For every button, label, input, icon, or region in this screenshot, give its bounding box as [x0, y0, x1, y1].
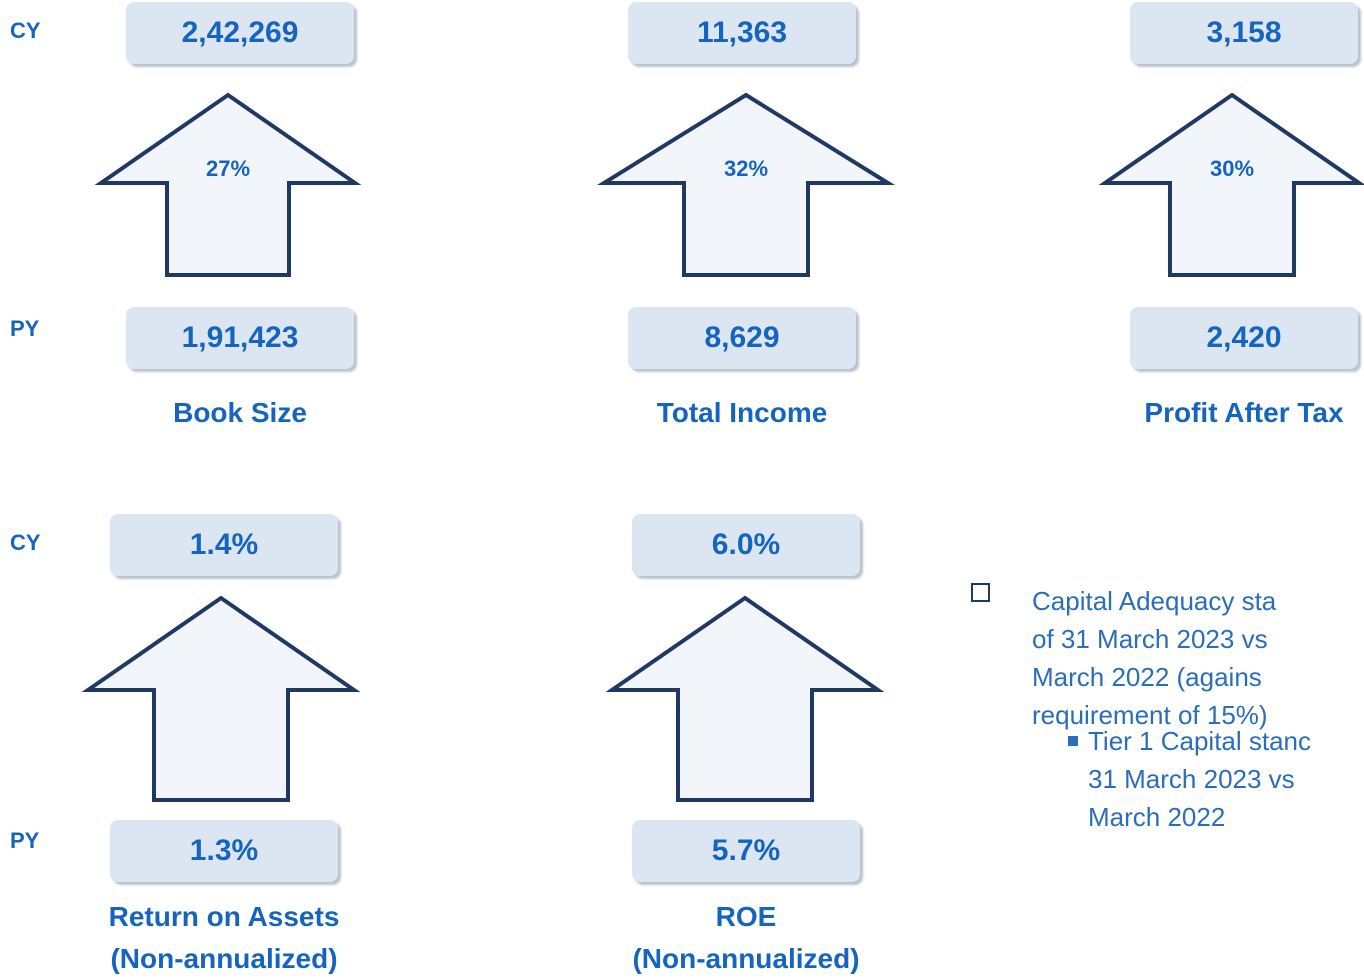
bullet: [1068, 736, 1078, 746]
up-arrow: [605, 595, 885, 802]
cy-value: 11,363: [628, 2, 856, 64]
cy-value: 6.0%: [632, 514, 860, 576]
sub-bullet-text: Tier 1 Capital stanc: [1088, 726, 1312, 756]
growth: 27%: [205, 156, 251, 181]
cy-tag: CY: [10, 530, 41, 555]
bullet-text: requirement of 15%): [1032, 700, 1268, 730]
bullet: [971, 583, 990, 602]
metric-label: Return on Assets: [108, 901, 340, 932]
metric-label: (Non-annualized): [632, 943, 860, 974]
bullet-text: Capital Adequacy sta: [1032, 586, 1277, 616]
growth: 32%: [723, 156, 769, 181]
up-arrow: [1098, 92, 1364, 277]
metric-label: Total Income: [656, 397, 828, 428]
metric-label: Book Size: [173, 397, 307, 428]
cy-value: 3,158: [1130, 2, 1358, 64]
cy-value: 1.4%: [110, 514, 338, 576]
bullet-text: March 2022 (agains: [1032, 662, 1262, 692]
cy-tag: CY: [10, 18, 41, 43]
up-arrow: [94, 92, 362, 277]
py-value: 1,91,423: [126, 307, 354, 369]
py-tag: PY: [10, 316, 40, 341]
py-tag: PY: [10, 828, 40, 853]
metric-label: Profit After Tax: [1144, 397, 1344, 428]
up-arrow: [596, 92, 896, 277]
cy-value: 2,42,269: [126, 2, 354, 64]
sub-bullet-text: March 2022: [1088, 802, 1226, 832]
py-value: 1.3%: [110, 820, 338, 882]
py-value: 8,629: [628, 307, 856, 369]
metric-label: ROE: [715, 901, 777, 932]
growth: 30%: [1209, 156, 1255, 181]
up-arrow: [81, 595, 361, 802]
bullet-text: of 31 March 2023 vs: [1032, 624, 1268, 654]
py-value: 5.7%: [632, 820, 860, 882]
metric-label: (Non-annualized): [110, 943, 338, 974]
sub-bullet-text: 31 March 2023 vs: [1088, 764, 1295, 794]
py-value: 2,420: [1130, 307, 1358, 369]
